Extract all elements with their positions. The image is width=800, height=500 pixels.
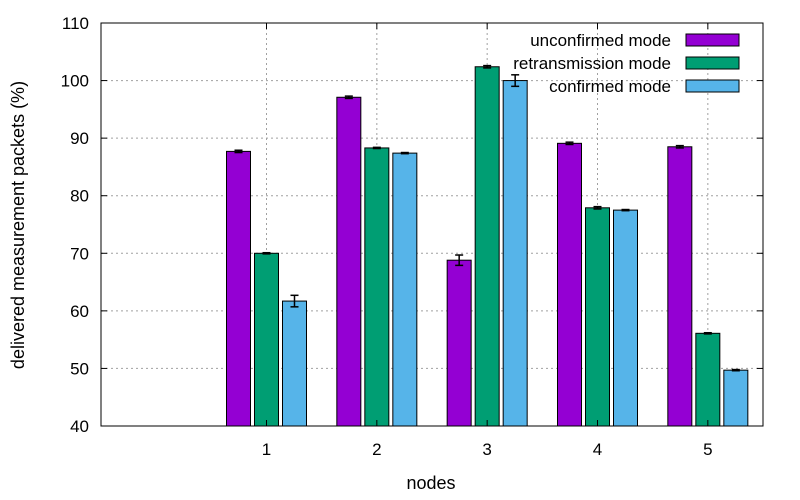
y-tick-label: 110 — [62, 14, 89, 33]
bars — [226, 66, 749, 427]
bar-retransmission-mode-node-1 — [254, 252, 279, 427]
bar-retransmission-mode-node-3 — [474, 66, 500, 427]
legend-swatch — [685, 56, 740, 70]
legend-label: unconfirmed mode — [530, 31, 671, 50]
x-axis-label: nodes — [406, 473, 455, 493]
x-tick-label: 2 — [372, 440, 381, 459]
y-tick-label: 40 — [70, 417, 89, 436]
legend-label: retransmission mode — [513, 54, 671, 73]
y-tick-label: 70 — [70, 244, 89, 263]
y-tick-label: 50 — [70, 359, 89, 378]
axis-ticks: 40 50 60 70 80 90 100 110 1 2 3 4 5 — [61, 14, 763, 459]
x-tick-label: 4 — [593, 440, 602, 459]
bar-retransmission-mode-node-4 — [585, 207, 610, 427]
bar-confirmed-mode-node-5 — [723, 369, 749, 427]
bar-confirmed-mode-node-4 — [613, 209, 638, 427]
error-bars — [234, 64, 740, 372]
bar-unconfirmed-mode-node-2 — [336, 96, 362, 427]
legend: unconfirmed mode retransmission mode confi… — [513, 31, 740, 96]
bar-unconfirmed-mode-node-1 — [226, 150, 251, 427]
y-tick-label: 90 — [70, 129, 89, 148]
y-axis-label: delivered measurement packets (%) — [8, 81, 28, 369]
plot-frame — [100, 22, 764, 427]
y-tick-label: 100 — [61, 72, 89, 91]
bar-confirmed-mode-node-2 — [392, 152, 418, 427]
x-tick-label: 3 — [482, 440, 491, 459]
bar-retransmission-mode-node-2 — [364, 147, 390, 427]
x-tick-label: 1 — [262, 440, 271, 459]
legend-swatch — [685, 79, 740, 93]
legend-label: confirmed mode — [549, 77, 671, 96]
bar-unconfirmed-mode-node-5 — [667, 146, 693, 427]
legend-swatch — [685, 33, 740, 47]
bar-confirmed-mode-node-1 — [282, 300, 307, 427]
y-tick-label: 80 — [70, 187, 89, 206]
y-tick-label: 60 — [70, 302, 89, 321]
bar-confirmed-mode-node-3 — [502, 80, 528, 427]
bar-unconfirmed-mode-node-3 — [446, 259, 472, 427]
bar-retransmission-mode-node-5 — [695, 332, 721, 427]
bar-unconfirmed-mode-node-4 — [557, 142, 582, 427]
x-tick-label: 5 — [703, 440, 712, 459]
